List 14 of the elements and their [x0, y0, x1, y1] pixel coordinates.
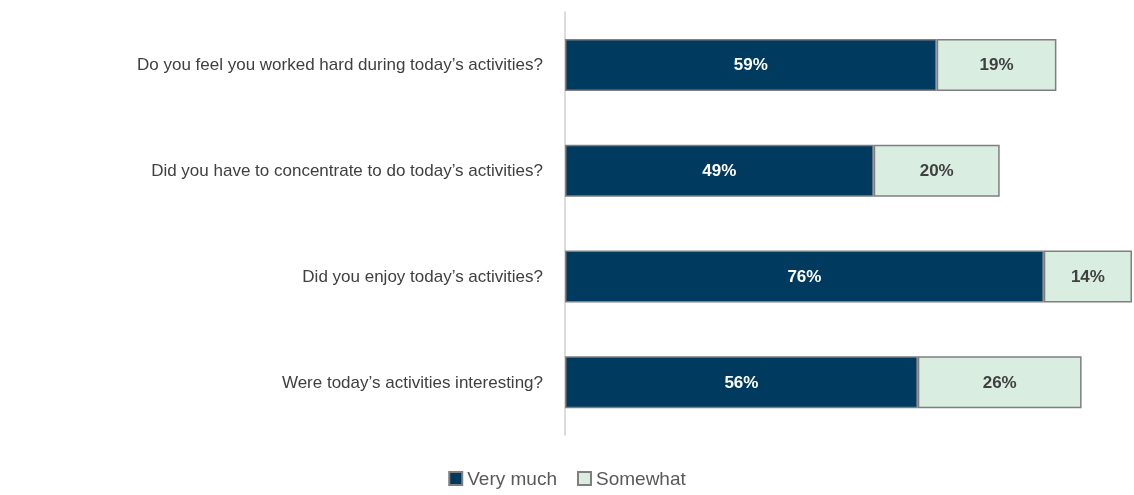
data-label: 26%	[982, 372, 1017, 392]
data-label: 59%	[733, 55, 768, 75]
legend-label: Somewhat	[596, 468, 687, 489]
y-tick-label: Do you feel you worked hard during today’s activities?	[136, 55, 543, 75]
data-label: 20%	[919, 161, 954, 181]
data-label: 76%	[787, 266, 822, 286]
data-label: 14%	[1070, 266, 1105, 286]
y-tick-label: Did you have to concentrate to do today’s activities?	[151, 161, 543, 181]
legend-label: Very much	[467, 468, 557, 489]
data-label: 49%	[702, 161, 737, 181]
data-label: 19%	[979, 55, 1014, 75]
y-tick-label: Did you enjoy today’s activities?	[302, 266, 543, 286]
data-label: 56%	[724, 372, 759, 392]
y-tick-label: Were today’s activities interesting?	[281, 372, 543, 392]
